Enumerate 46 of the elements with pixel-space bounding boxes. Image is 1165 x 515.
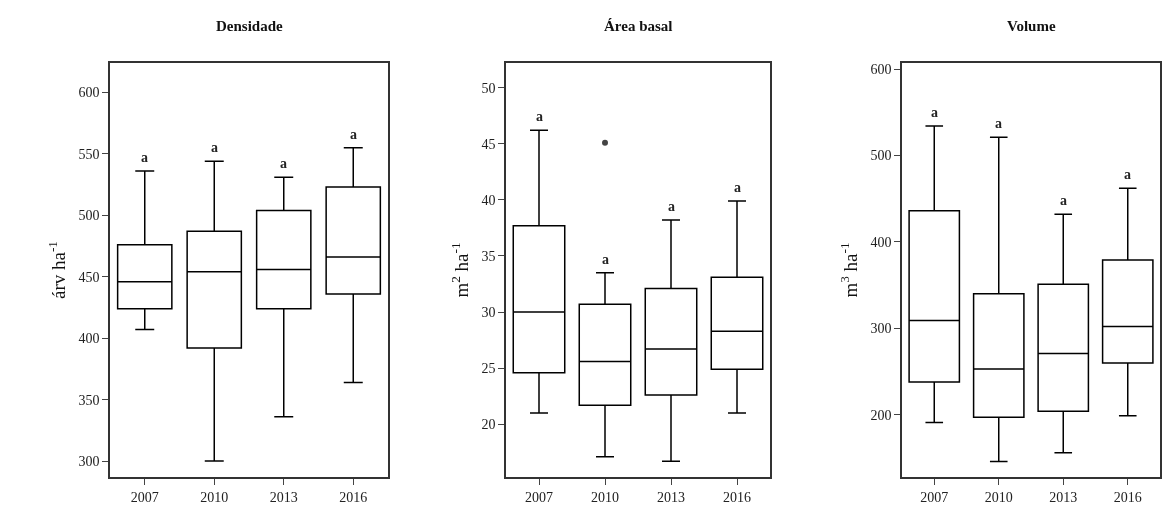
y-tick-label: 200 [870,407,892,423]
chart-title: Área basal [604,18,673,34]
x-tick-label: 2016 [1113,489,1142,505]
annotation: a [350,127,357,142]
y-tick-label: 30 [481,304,496,320]
y-tick-label: 400 [78,331,100,347]
annotation: a [734,180,741,195]
x-tick-label: 2013 [269,489,298,505]
annotation: a [1060,193,1067,208]
annotation: a [602,252,609,267]
x-tick-label: 2010 [591,489,619,505]
x-tick-label: 2007 [130,489,159,505]
y-tick-label: 600 [870,61,892,77]
annotation: a [536,109,543,124]
y-tick-label: 350 [78,392,100,408]
chart-title: Densidade [216,18,284,34]
y-tick-label: 50 [481,80,496,96]
x-tick-label: 2016 [723,489,751,505]
annotation: a [931,105,938,120]
y-tick-label: 40 [481,192,496,208]
y-tick-label: 600 [78,85,100,101]
x-tick-label: 2013 [657,489,685,505]
x-tick-label: 2013 [1049,489,1078,505]
y-tick-label: 300 [870,321,892,337]
x-tick-label: 2007 [920,489,949,505]
chart-title: Volume [1007,18,1056,34]
y-tick-label: 45 [481,136,496,152]
y-tick-label: 500 [870,148,892,164]
y-tick-label: 300 [78,453,100,469]
y-tick-label: 550 [78,146,100,162]
x-tick-label: 2010 [984,489,1013,505]
y-tick-label: 20 [481,417,496,433]
y-tick-label: 35 [481,248,496,264]
x-tick-label: 2016 [339,489,368,505]
annotation: a [668,199,675,214]
x-tick-label: 2007 [525,489,553,505]
y-tick-label: 450 [78,269,100,285]
annotation: a [1124,167,1131,182]
annotation: a [141,150,148,165]
annotation: a [995,116,1002,131]
annotation: a [280,156,287,171]
y-tick-label: 500 [78,208,100,224]
y-tick-label: 25 [481,361,496,377]
x-tick-label: 2010 [200,489,229,505]
annotation: a [211,140,218,155]
y-tick-label: 400 [870,234,892,250]
